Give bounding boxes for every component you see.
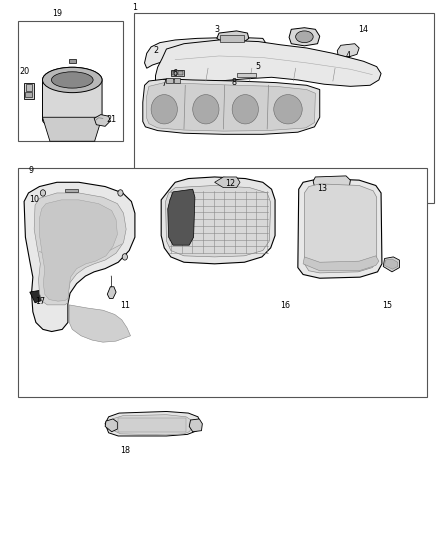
Bar — [166, 78, 173, 83]
Text: 6: 6 — [173, 69, 178, 78]
Text: 16: 16 — [280, 301, 290, 310]
Polygon shape — [105, 411, 201, 436]
Bar — [25, 92, 32, 97]
Polygon shape — [155, 40, 381, 90]
Polygon shape — [383, 257, 399, 272]
Polygon shape — [69, 305, 131, 342]
Text: 12: 12 — [225, 180, 235, 188]
Text: 9: 9 — [29, 166, 34, 175]
Bar — [69, 59, 76, 63]
Bar — [26, 84, 32, 91]
Text: 14: 14 — [359, 25, 368, 34]
Bar — [65, 189, 78, 192]
Text: 15: 15 — [382, 301, 393, 310]
Polygon shape — [42, 117, 102, 141]
Ellipse shape — [42, 67, 102, 93]
Text: 5: 5 — [256, 62, 261, 71]
Polygon shape — [147, 83, 315, 131]
Bar — [220, 35, 244, 42]
Bar — [178, 71, 183, 75]
Polygon shape — [143, 79, 320, 134]
Bar — [174, 78, 180, 83]
Text: 20: 20 — [19, 68, 29, 76]
Bar — [172, 71, 177, 75]
Polygon shape — [30, 288, 60, 303]
Text: 21: 21 — [106, 116, 117, 124]
Polygon shape — [105, 419, 117, 432]
Bar — [118, 418, 186, 432]
Polygon shape — [189, 419, 202, 432]
Polygon shape — [313, 176, 350, 187]
Polygon shape — [385, 259, 398, 269]
Ellipse shape — [296, 31, 313, 43]
Text: 7: 7 — [162, 79, 167, 88]
Circle shape — [40, 190, 46, 196]
Circle shape — [122, 254, 127, 260]
Bar — [18, 21, 123, 141]
Bar — [237, 73, 256, 77]
Text: 13: 13 — [317, 184, 327, 192]
Text: 2: 2 — [153, 46, 158, 55]
Text: 19: 19 — [52, 9, 62, 18]
Ellipse shape — [151, 94, 177, 124]
Text: 11: 11 — [120, 301, 130, 310]
Polygon shape — [298, 179, 382, 278]
Polygon shape — [217, 31, 249, 43]
Polygon shape — [161, 177, 275, 264]
Text: 18: 18 — [120, 446, 130, 455]
Polygon shape — [112, 415, 193, 435]
Polygon shape — [24, 182, 135, 332]
Polygon shape — [289, 28, 320, 46]
Bar — [24, 83, 34, 99]
Polygon shape — [168, 189, 195, 245]
Polygon shape — [337, 44, 359, 57]
Polygon shape — [145, 37, 267, 68]
Text: 3: 3 — [214, 25, 219, 34]
Ellipse shape — [232, 94, 258, 124]
Text: 17: 17 — [35, 297, 46, 305]
Polygon shape — [304, 184, 377, 273]
Polygon shape — [303, 256, 379, 271]
Text: 1: 1 — [132, 4, 138, 12]
Text: 4: 4 — [346, 52, 351, 60]
Polygon shape — [42, 67, 102, 129]
Text: 10: 10 — [29, 196, 39, 204]
Ellipse shape — [193, 94, 219, 124]
Polygon shape — [166, 185, 271, 257]
Polygon shape — [94, 115, 110, 126]
Polygon shape — [107, 287, 116, 298]
Polygon shape — [215, 177, 240, 188]
Circle shape — [118, 190, 123, 196]
Polygon shape — [39, 200, 117, 301]
Ellipse shape — [51, 72, 93, 88]
Text: 8: 8 — [232, 78, 237, 87]
Bar — [18, 168, 427, 397]
Bar — [134, 13, 434, 203]
Bar — [171, 70, 184, 76]
Ellipse shape — [274, 94, 302, 124]
Polygon shape — [34, 193, 126, 305]
